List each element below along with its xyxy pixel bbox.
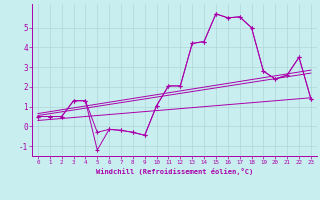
X-axis label: Windchill (Refroidissement éolien,°C): Windchill (Refroidissement éolien,°C): [96, 168, 253, 175]
